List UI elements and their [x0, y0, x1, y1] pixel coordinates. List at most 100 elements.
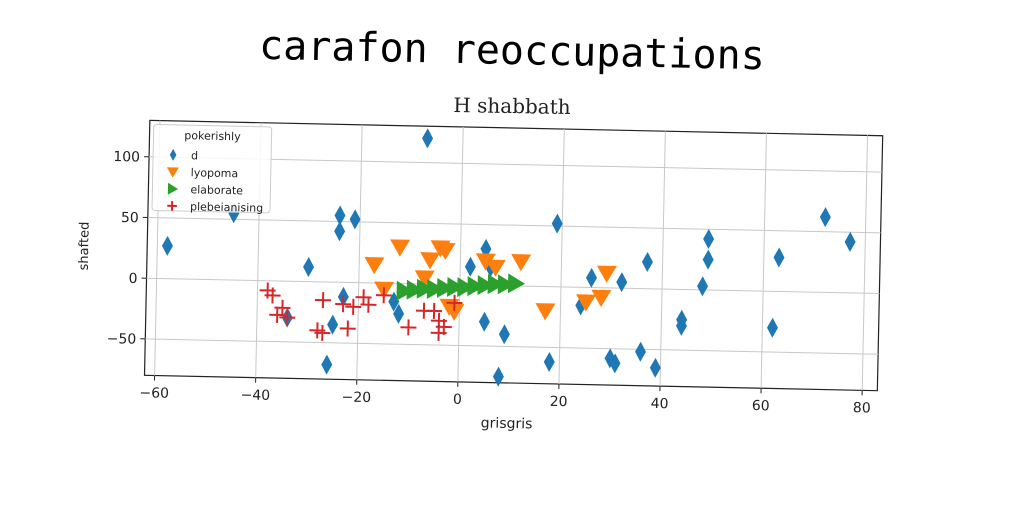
y-gridline: [145, 338, 879, 355]
legend-marker-elaborate: [167, 182, 179, 195]
point-plebeianising: [335, 296, 352, 313]
legend-marker-plebeianising: [167, 201, 177, 211]
point-elaborate: [467, 276, 485, 297]
point-d: [616, 272, 628, 293]
point-elaborate: [426, 278, 445, 299]
point-plebeianising: [375, 287, 392, 304]
point-plebeianising: [435, 318, 452, 335]
point-d: [422, 128, 434, 149]
y-gridline: [147, 217, 881, 234]
legend-label-elaborate: elaborate: [190, 183, 243, 197]
point-elaborate: [457, 277, 475, 298]
point-plebeianising: [345, 298, 362, 315]
point-d: [334, 205, 346, 226]
point-d: [649, 357, 661, 378]
point-d: [604, 348, 616, 369]
point-d: [635, 341, 647, 362]
point-d: [464, 256, 476, 277]
point-plebeianising: [274, 299, 291, 316]
legend-box: [151, 124, 273, 214]
point-d: [586, 267, 597, 288]
point-lyopoma: [390, 239, 411, 257]
point-d: [641, 251, 653, 272]
point-elaborate: [487, 274, 505, 295]
x-gridline: [760, 133, 767, 389]
x-tick-label: −40: [240, 387, 270, 404]
point-d: [697, 276, 709, 297]
x-gridline: [457, 126, 464, 382]
point-lyopoma: [485, 259, 506, 277]
point-plebeianising: [339, 320, 356, 337]
x-axis-label: grisgris: [481, 415, 533, 432]
x-tick-label: −20: [341, 389, 371, 406]
point-d: [327, 314, 339, 335]
point-d: [334, 221, 346, 242]
point-d: [492, 366, 504, 387]
legend-title: pokerishly: [184, 129, 241, 143]
point-elaborate: [477, 275, 495, 296]
point-d: [349, 209, 361, 230]
point-lyopoma: [591, 289, 612, 307]
point-d: [498, 324, 510, 345]
x-tick-label: 40: [651, 396, 669, 412]
y-tick-label: 0: [128, 271, 137, 287]
point-plebeianising: [426, 302, 443, 319]
point-lyopoma: [535, 303, 556, 321]
point-d: [773, 247, 785, 268]
point-d: [703, 228, 715, 249]
y-tick-label: −50: [107, 331, 137, 348]
point-d: [702, 249, 714, 270]
point-d: [478, 311, 490, 332]
point-d: [393, 303, 405, 324]
legend-label-d: d: [191, 149, 198, 162]
y-tick-label: 100: [113, 149, 140, 166]
point-lyopoma: [444, 303, 465, 321]
x-tick-label: 20: [549, 394, 567, 410]
point-elaborate: [436, 277, 455, 298]
point-d: [303, 257, 315, 278]
x-gridline: [659, 131, 666, 387]
point-plebeianising: [315, 292, 332, 309]
legend-marker-d: [169, 148, 177, 161]
point-plebeianising: [279, 309, 296, 326]
point-elaborate: [507, 273, 526, 294]
point-elaborate: [406, 279, 424, 300]
legend-label-plebeianising: plebeianising: [190, 200, 263, 215]
point-plebeianising: [400, 319, 417, 336]
x-tick-label: 60: [752, 398, 770, 414]
x-tick-label: 80: [853, 400, 871, 416]
y-tick-label: 50: [121, 210, 139, 226]
point-d: [766, 317, 778, 338]
point-lyopoma: [475, 253, 496, 271]
x-tick-label: −60: [139, 385, 169, 402]
x-tick-label: 0: [453, 392, 462, 408]
point-lyopoma: [596, 265, 617, 283]
point-d: [161, 235, 173, 256]
point-plebeianising: [446, 294, 463, 311]
point-d: [819, 207, 831, 228]
x-gridline: [356, 124, 363, 380]
y-axis-label: shafted: [77, 222, 93, 271]
legend-label-lyopoma: lyopoma: [191, 166, 239, 180]
point-elaborate: [497, 274, 515, 295]
point-elaborate: [447, 276, 465, 297]
point-lyopoma: [414, 270, 435, 288]
point-elaborate: [396, 280, 414, 301]
point-lyopoma: [364, 257, 385, 275]
point-plebeianising: [360, 296, 377, 313]
x-gridline: [861, 135, 869, 391]
point-d: [321, 354, 333, 375]
point-d: [543, 351, 555, 372]
point-plebeianising: [264, 287, 281, 304]
point-d: [844, 231, 856, 252]
point-lyopoma: [576, 294, 597, 312]
point-elaborate: [416, 278, 434, 299]
point-d: [609, 353, 621, 374]
legend-marker-lyopoma: [166, 167, 179, 178]
point-d: [676, 315, 688, 336]
point-lyopoma: [420, 252, 441, 270]
point-lyopoma: [435, 242, 456, 260]
point-lyopoma: [511, 254, 532, 272]
